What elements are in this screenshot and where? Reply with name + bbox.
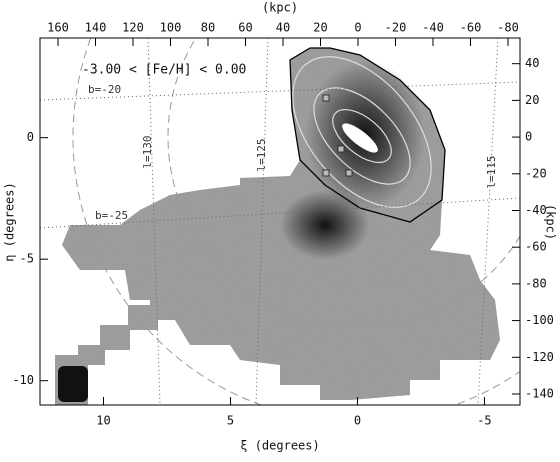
metallicity-label: -3.00 < [Fe/H] < 0.00 [82,63,246,78]
y2-tick-label: 0 [525,130,532,144]
y2-tick-label: 40 [525,56,539,70]
x2-tick-label: -40 [422,21,444,35]
l-label: l=130 [141,135,154,168]
x-axis-label: ξ (degrees) [240,439,319,453]
y-tick-label: -5 [20,252,34,266]
x2-tick-label: 20 [313,21,327,35]
galaxy-core [342,123,378,153]
density-map [40,38,520,405]
contours [292,56,432,208]
x2-tick-label: -60 [460,21,482,35]
x2-tick-label: -80 [497,21,519,35]
b-label: b=-20 [88,83,121,96]
survey-area [55,48,500,405]
l-label: l=115 [485,155,498,188]
x2-tick-label: 100 [160,21,182,35]
y2-tick-label: -60 [525,240,547,254]
fields [322,94,353,177]
dense-region [280,190,370,260]
x-tick-label: 0 [354,414,361,428]
x-tick-label: -5 [477,414,491,428]
companion [58,366,88,402]
x2-tick-label: 160 [47,21,69,35]
y2-tick-label: -80 [525,276,547,290]
galactic-grid [40,38,520,405]
y2-tick-label: -120 [525,350,554,364]
y2-tick-label: -100 [525,313,554,327]
outline [289,47,446,223]
x-tick-label: 10 [96,414,110,428]
x2-tick-label: 80 [201,21,215,35]
x2-tick-label: 120 [122,21,144,35]
x2-tick-label: 140 [85,21,107,35]
b-label: b=-25 [95,209,128,222]
y2-tick-label: -140 [525,386,554,400]
plot-frame [39,37,521,406]
x-tick-label: 5 [227,414,234,428]
y2-tick-label: -20 [525,166,547,180]
y-tick-label: 0 [27,130,34,144]
y2-axis-label: (kpc) [544,204,558,240]
y2-tick-label: -40 [525,203,547,217]
y-axis-label: η (degrees) [3,182,17,261]
y2-tick-label: 20 [525,93,539,107]
x2-axis-label: (kpc) [262,1,298,15]
x2-tick-label: 40 [276,21,290,35]
y-tick-label: -10 [12,373,34,387]
x2-tick-label: 0 [354,21,361,35]
x2-tick-label: 60 [238,21,252,35]
l-label: l=125 [255,138,268,171]
x2-tick-label: -20 [385,21,407,35]
